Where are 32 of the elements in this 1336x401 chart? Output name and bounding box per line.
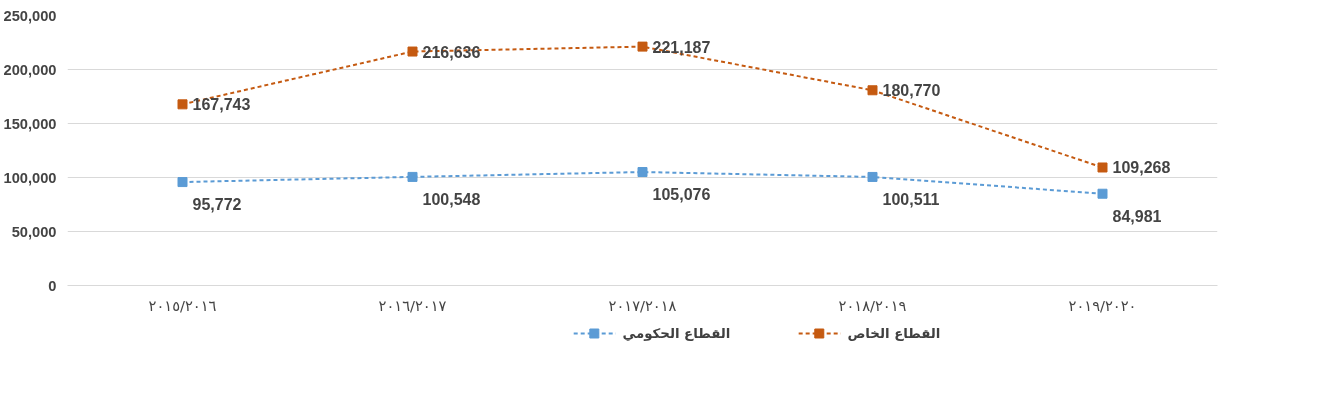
point [637,41,648,52]
y-tick-label: 50,000 [11,223,57,240]
data-label: 95,772 [192,196,242,214]
point [177,99,188,110]
point [407,171,418,182]
point [1097,188,1108,199]
y-tick-label: 200,000 [3,61,57,78]
x-tick-label: ٢٠١٦/٢٠١٧ [378,296,447,314]
x-tick-label: ٢٠١٨/٢٠١٩ [838,296,907,314]
data-label: 180,770 [882,82,941,100]
point [867,171,878,182]
point [1097,162,1108,173]
y-tick-label: 150,000 [3,115,57,132]
data-label: 84,981 [1112,207,1162,225]
point [177,177,188,188]
data-label: 109,268 [1112,159,1171,177]
x-tick-label: ٢٠١٥/٢٠١٦ [148,296,217,314]
x-tick-label: ٢٠١٩/٢٠٢٠ [1068,296,1137,314]
x-tick-label: ٢٠١٧/٢٠١٨ [608,296,677,314]
data-label: 100,548 [422,190,481,208]
point [407,46,418,57]
y-tick-label: 100,000 [3,169,57,186]
data-label: 221,187 [652,38,711,56]
data-label: 100,511 [882,190,940,208]
data-label: 167,743 [192,96,251,114]
y-tick-label: 0 [48,277,57,294]
legend-label: القطاع الخاص [847,326,941,341]
y-tick-label: 250,000 [3,7,57,24]
point [867,85,878,96]
point [637,167,648,178]
legend-label: القطاع الحكومي [622,326,731,341]
data-label: 105,076 [652,186,711,204]
